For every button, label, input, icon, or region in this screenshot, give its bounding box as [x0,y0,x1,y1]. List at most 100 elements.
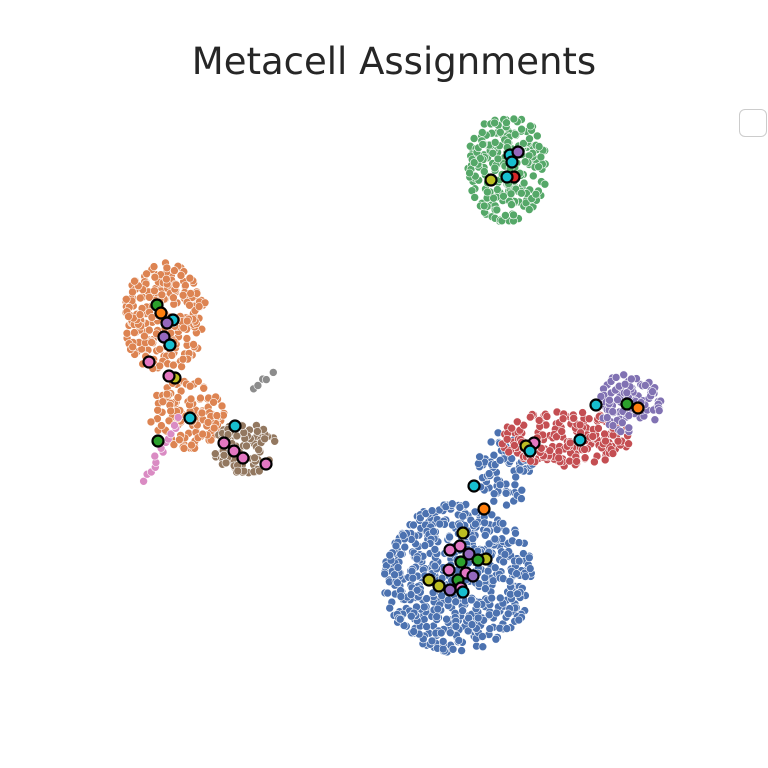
cell-point-red [552,432,561,442]
cell-point-blue [409,520,418,530]
cell-point-blue [407,566,417,576]
cell-point-blue [412,554,422,564]
cell-point-brown [254,445,263,455]
cell-point-orange-top [122,294,131,304]
cell-point-orange-top [170,266,179,275]
cell-point-orange-top [128,342,137,352]
cell-point-orange-top [130,328,139,337]
cell-point-green [525,134,534,143]
cell-point-orange-top [142,269,151,279]
cell-point-orange-top [128,287,137,297]
cell-point-blue-neck [515,465,525,475]
cell-point-green [469,158,479,167]
cell-point-blue [521,572,530,581]
cell-point-blue [506,589,515,599]
cell-point-red [600,455,610,465]
cell-point-blue [396,592,406,601]
cell-point-blue [514,538,524,547]
cell-point-blue [419,602,429,612]
metacell-marker [462,547,476,561]
cell-point-green [478,140,488,149]
metacell-marker [456,526,470,540]
cell-point-purple [611,373,621,382]
cell-point-blue [458,511,468,521]
cell-point-green [517,188,526,198]
cell-point-blue [391,541,401,551]
cell-point-blue [471,519,480,529]
cell-point-purple [622,388,632,398]
cell-point-orange-top [167,351,177,360]
cell-point-purple [608,421,618,430]
cell-point-brown [221,458,231,468]
cell-point-orange-top [162,274,171,284]
cell-point-green [509,210,518,220]
metacell-marker [151,434,165,448]
cell-point-orange-top [185,300,194,310]
cell-point-green [479,201,489,211]
metacell-marker [589,398,603,412]
cell-point-orange-low [209,397,218,407]
metacell-marker [573,433,587,447]
cell-point-blue-neck [495,455,505,465]
cell-point-red [590,457,599,467]
cell-point-pink [150,451,160,461]
cell-point-purple [627,374,636,384]
cell-point-red [613,436,623,446]
cell-point-orange-top [171,280,181,290]
cell-point-orange-top [140,331,149,341]
cell-point-orange-low [197,408,207,418]
cell-point-blue [383,588,393,598]
cell-point-blue [511,528,520,538]
cell-point-brown [242,441,251,451]
cell-point-blue [412,585,422,595]
cell-point-blue [458,606,467,616]
cell-point-green [476,154,485,163]
cell-point-green [502,118,511,127]
cell-point-orange-top [176,271,186,280]
metacell-marker [505,155,519,169]
cell-point-blue [393,563,403,572]
cell-point-orange-low [162,389,172,399]
cell-point-pink [166,429,176,439]
cell-point-green [483,187,492,197]
metacell-marker [163,338,177,352]
cell-point-green [490,163,500,173]
cell-point-blue [427,636,437,646]
cell-point-orange-top [179,323,188,333]
metacell-marker [500,170,514,184]
cell-point-blue [500,550,510,559]
cell-point-purple [640,381,650,390]
cell-point-blue [491,634,501,644]
cell-point-blue [385,603,395,613]
cell-point-blue [438,637,448,646]
cell-point-orange-top [157,290,167,300]
cell-point-blue [429,527,438,536]
cell-point-blue [478,632,487,641]
cell-point-orange-low [209,423,219,433]
cell-point-blue [457,646,466,655]
cell-point-blue [409,627,419,636]
cell-point-orange-top [162,263,172,273]
metacell-marker [443,583,457,597]
cell-point-blue [398,531,408,540]
cell-point-orange-low [217,401,227,411]
cell-point-orange-low [169,440,179,449]
cell-point-green [490,138,500,147]
cell-point-orange-low [185,381,195,391]
cell-point-green [501,211,510,220]
cell-point-blue [436,628,446,638]
cell-point-red [601,436,610,446]
cell-point-orange-top [169,293,178,303]
cell-point-green [477,128,487,137]
cell-point-blue [480,518,489,528]
cell-point-blue [498,519,508,528]
cell-point-orange-top [122,328,132,338]
cell-point-red [542,412,552,421]
cell-point-orange-low [153,405,162,415]
cell-point-orange-top [149,262,159,271]
cell-point-green [532,131,542,141]
cell-point-blue-neck [475,452,484,462]
metacell-marker [511,145,525,159]
cell-point-blue [513,589,522,599]
cell-point-orange-top [178,290,188,300]
